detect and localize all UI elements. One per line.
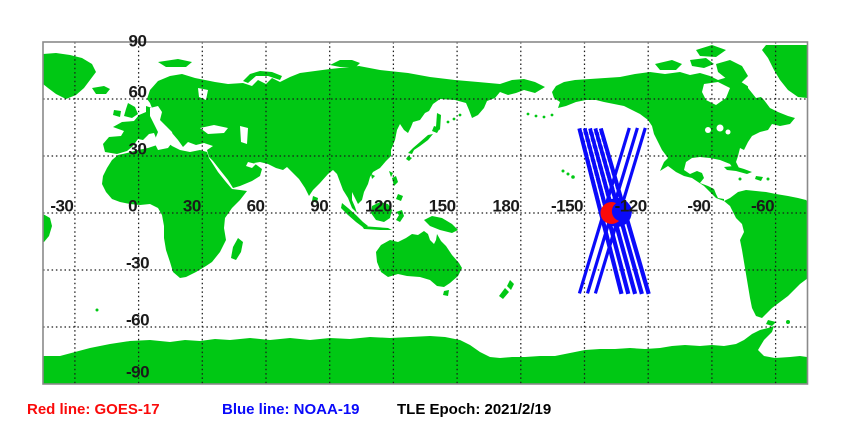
honshu [408, 134, 433, 154]
lon-label--120: -120 [615, 197, 647, 216]
puerto-rico [766, 177, 770, 181]
lat-label-90: 90 [129, 32, 147, 51]
eurasia [103, 66, 545, 213]
continents-layer [43, 45, 808, 384]
arctic-island-baffin [716, 60, 748, 84]
siberian-islands [330, 60, 360, 67]
lon-label-30: 30 [183, 197, 201, 216]
hawaii-island [571, 175, 575, 179]
lon-label--60: -60 [751, 197, 774, 216]
luzon [392, 176, 398, 186]
legend-tle-epoch-label: TLE Epoch: 2021/2/19 [397, 401, 551, 418]
new-zealand-north [507, 280, 514, 290]
sulawesi [396, 210, 404, 222]
caspian-sea [240, 126, 248, 144]
svalbard [158, 59, 192, 67]
arctic-island-devon [690, 58, 714, 68]
arctic-island-ellesmere [696, 45, 726, 57]
africa [102, 141, 247, 278]
lat-label--90: -90 [126, 363, 149, 382]
lon-label-180: 180 [492, 197, 519, 216]
greenland-east [43, 53, 96, 99]
sumatra [341, 203, 368, 228]
brazil-wrap-sliver [43, 214, 52, 242]
ireland [113, 110, 121, 117]
lon-label--150: -150 [551, 197, 583, 216]
arctic-island-victoria [655, 60, 682, 70]
aleutian-island [550, 113, 554, 117]
sakhalin [436, 113, 441, 130]
new-zealand-south [499, 288, 509, 299]
madagascar [231, 238, 243, 260]
great-lake [716, 124, 724, 132]
novaya-zemlya [243, 71, 282, 83]
cuba [724, 166, 752, 174]
white-sea [198, 88, 208, 100]
noaa19-marker-overlap [611, 201, 632, 222]
kyushu [406, 156, 412, 161]
lon-label-60: 60 [247, 197, 265, 216]
persian-gulf [246, 162, 256, 168]
lat-label--60: -60 [126, 311, 149, 330]
hainan [371, 174, 375, 179]
taiwan [389, 171, 393, 177]
kuril-island [452, 117, 456, 121]
borneo [371, 202, 392, 222]
south-america [724, 190, 808, 318]
java [362, 226, 392, 230]
map-border [42, 41, 809, 385]
aleutian-island [534, 114, 538, 118]
baltic-sea [150, 106, 174, 150]
iceland [92, 86, 110, 94]
mindanao [396, 194, 403, 201]
britain [124, 103, 138, 118]
lon-label-150: 150 [429, 197, 456, 216]
antarctica [43, 326, 807, 384]
sri-lanka [312, 196, 318, 203]
great-lake [705, 127, 711, 133]
satellite-markers [600, 197, 632, 227]
greenland-west [762, 45, 807, 98]
legend-noaa19-label: Blue line: NOAA-19 [222, 401, 360, 418]
aleutian-island [526, 112, 530, 116]
lat-label-30: 30 [129, 140, 147, 159]
jamaica [738, 177, 742, 181]
lon-label--30: -30 [50, 197, 73, 216]
lon-label--90: -90 [687, 197, 710, 216]
legend-goes17-label: Red line: GOES-17 [27, 401, 160, 418]
great-lake [725, 129, 731, 135]
aleutian-island [542, 115, 546, 119]
legend: Red line: GOES-17 Blue line: NOAA-19 TLE… [27, 401, 551, 418]
lon-label-0: 0 [128, 197, 137, 216]
lon-label-90: 90 [310, 197, 328, 216]
lon-label-120: 120 [365, 197, 392, 216]
kuril-island [446, 120, 450, 124]
lat-label-60: 60 [129, 83, 147, 102]
lat-label--30: -30 [126, 254, 149, 273]
falkland-islands [786, 320, 790, 324]
black-sea [200, 125, 228, 134]
australia [376, 231, 462, 287]
hispaniola [755, 176, 763, 181]
hawaii-island [561, 169, 565, 173]
tasmania [443, 290, 449, 296]
hawaii-island [566, 172, 570, 176]
new-guinea [424, 216, 458, 233]
baffin-bay [748, 68, 772, 98]
south-atlantic-island [95, 308, 99, 312]
tierra-del-fuego [766, 320, 776, 326]
axis-labels: -30 0 30 60 90 120 150 180 -150 -120 -90 -60 90 60 30 -… [50, 32, 774, 382]
kuril-island [458, 113, 462, 117]
graticule-grid [43, 42, 808, 384]
noaa19-track-descending-0 [577, 127, 624, 295]
